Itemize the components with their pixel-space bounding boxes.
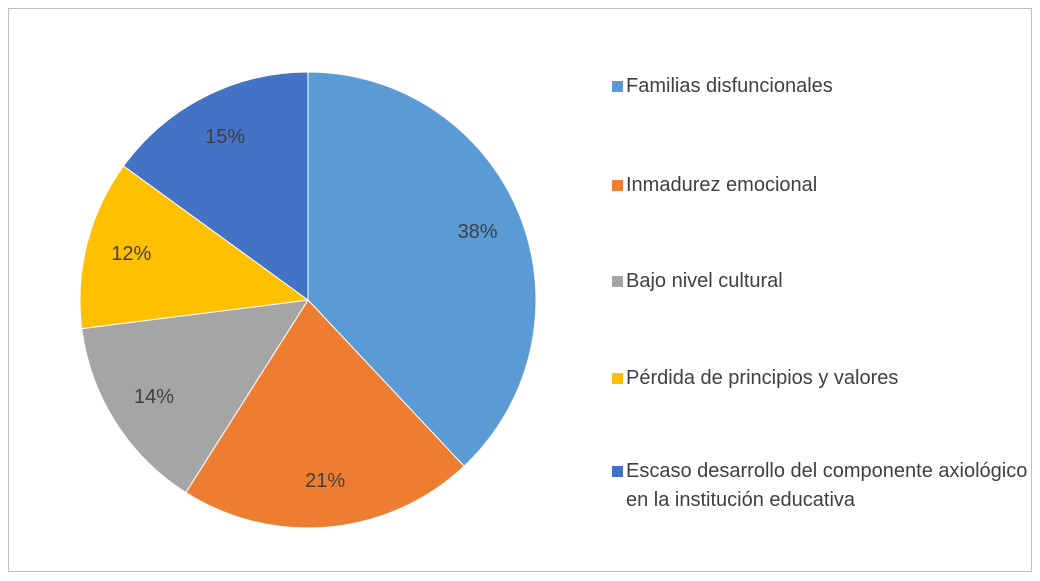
pie-slice (307, 71, 537, 467)
pie-slice (79, 165, 310, 330)
pie-slice (185, 299, 465, 529)
legend-item: Escaso desarrollo del componente axiológ… (612, 457, 1036, 515)
legend-label: Bajo nivel cultural (626, 270, 783, 292)
legend-label: Pérdida de principios y valores (626, 367, 899, 389)
legend-item: Bajo nivel cultural (612, 267, 1036, 296)
legend-swatch (612, 373, 623, 384)
data-label: 15% (205, 126, 245, 148)
data-label: 12% (111, 243, 151, 265)
legend-swatch (612, 81, 623, 92)
data-label: 14% (134, 386, 174, 408)
data-label: 38% (458, 221, 498, 243)
legend-swatch (612, 466, 623, 477)
legend-swatch (612, 276, 623, 287)
legend-label: Familias disfuncionales (626, 75, 833, 97)
legend-label: Inmadurez emocional (626, 174, 818, 196)
pie-slice (81, 299, 309, 494)
data-label: 21% (305, 470, 345, 492)
legend-item: Inmadurez emocional (612, 171, 1036, 200)
legend-item: Familias disfuncionales (612, 72, 1036, 101)
legend-label: Escaso desarrollo del componente axiológ… (626, 460, 1028, 511)
legend-item: Pérdida de principios y valores (612, 364, 1036, 393)
legend-swatch (612, 180, 623, 191)
pie-slice (122, 71, 309, 301)
